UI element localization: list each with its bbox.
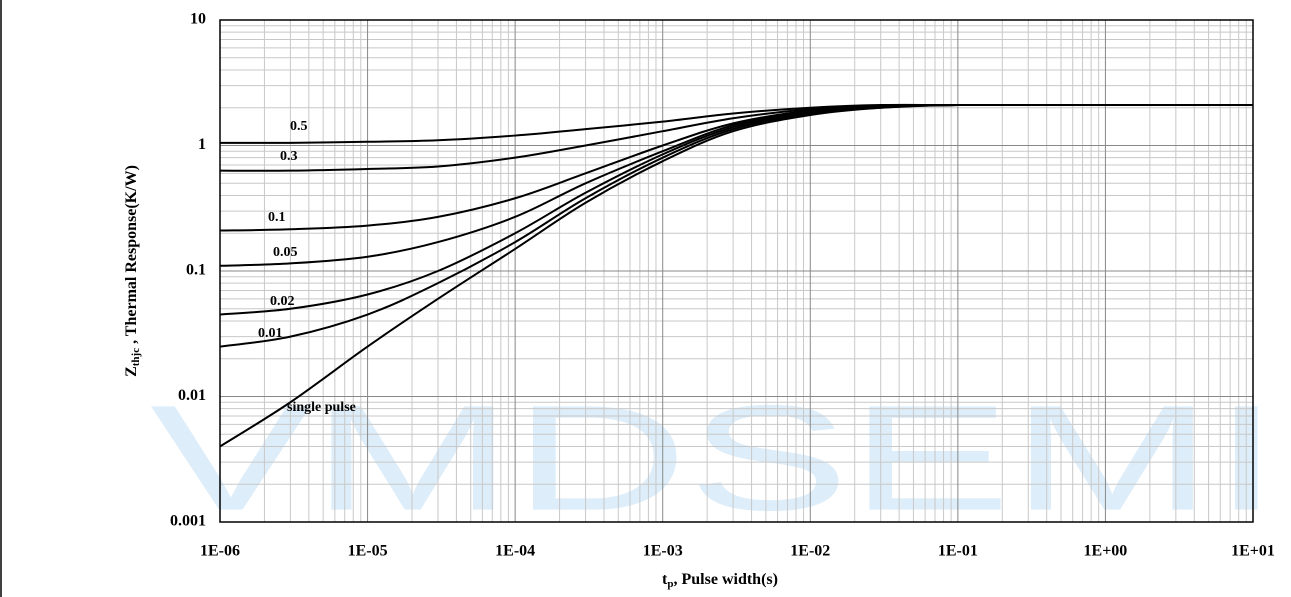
y-tick-label: 10: [190, 11, 206, 28]
curve: [219, 103, 1253, 448]
plot-frame: [219, 19, 1254, 523]
curve-label: 0.3: [280, 149, 298, 164]
curve-label: 0.05: [273, 245, 298, 260]
x-tick-label: 1E-06: [200, 543, 240, 560]
y-tick-label: 0.1: [186, 262, 206, 279]
y-tick-label: 1: [198, 136, 206, 153]
x-tick-label: 1E+00: [1084, 543, 1128, 560]
curve-label: 0.5: [290, 119, 308, 134]
x-tick-label: 1E+01: [1231, 543, 1275, 560]
curve-label: 0.1: [268, 210, 286, 225]
x-axis-title-part: t: [662, 571, 668, 588]
x-tick-label: 1E-01: [938, 543, 978, 560]
curve-label: single pulse: [287, 400, 356, 415]
y-axis-title: Zthjc , Thermal Response(K/W): [123, 165, 142, 377]
y-tick-label: 0.001: [170, 513, 206, 530]
watermark: VMDSEMI: [150, 374, 1280, 542]
curve: [219, 104, 1253, 172]
x-tick-label: 1E-05: [348, 543, 388, 560]
x-tick-label: 1E-03: [643, 543, 683, 560]
curve-label: 0.01: [258, 326, 283, 341]
x-tick-label: 1E-02: [790, 543, 830, 560]
y-axis-title-sub: thjc: [130, 348, 142, 366]
x-axis-title-part: , Pulse width(s): [674, 571, 778, 588]
curve-label: 0.02: [270, 294, 295, 309]
x-tick-label: 1E-04: [495, 543, 535, 560]
y-axis-title-part: Z: [123, 366, 140, 377]
y-tick-label: 0.01: [178, 387, 206, 404]
y-axis-title-part: , Thermal Response(K/W): [123, 165, 140, 348]
x-axis-title-sub: p: [667, 578, 673, 590]
x-axis-title: tp, Pulse width(s): [662, 571, 778, 590]
